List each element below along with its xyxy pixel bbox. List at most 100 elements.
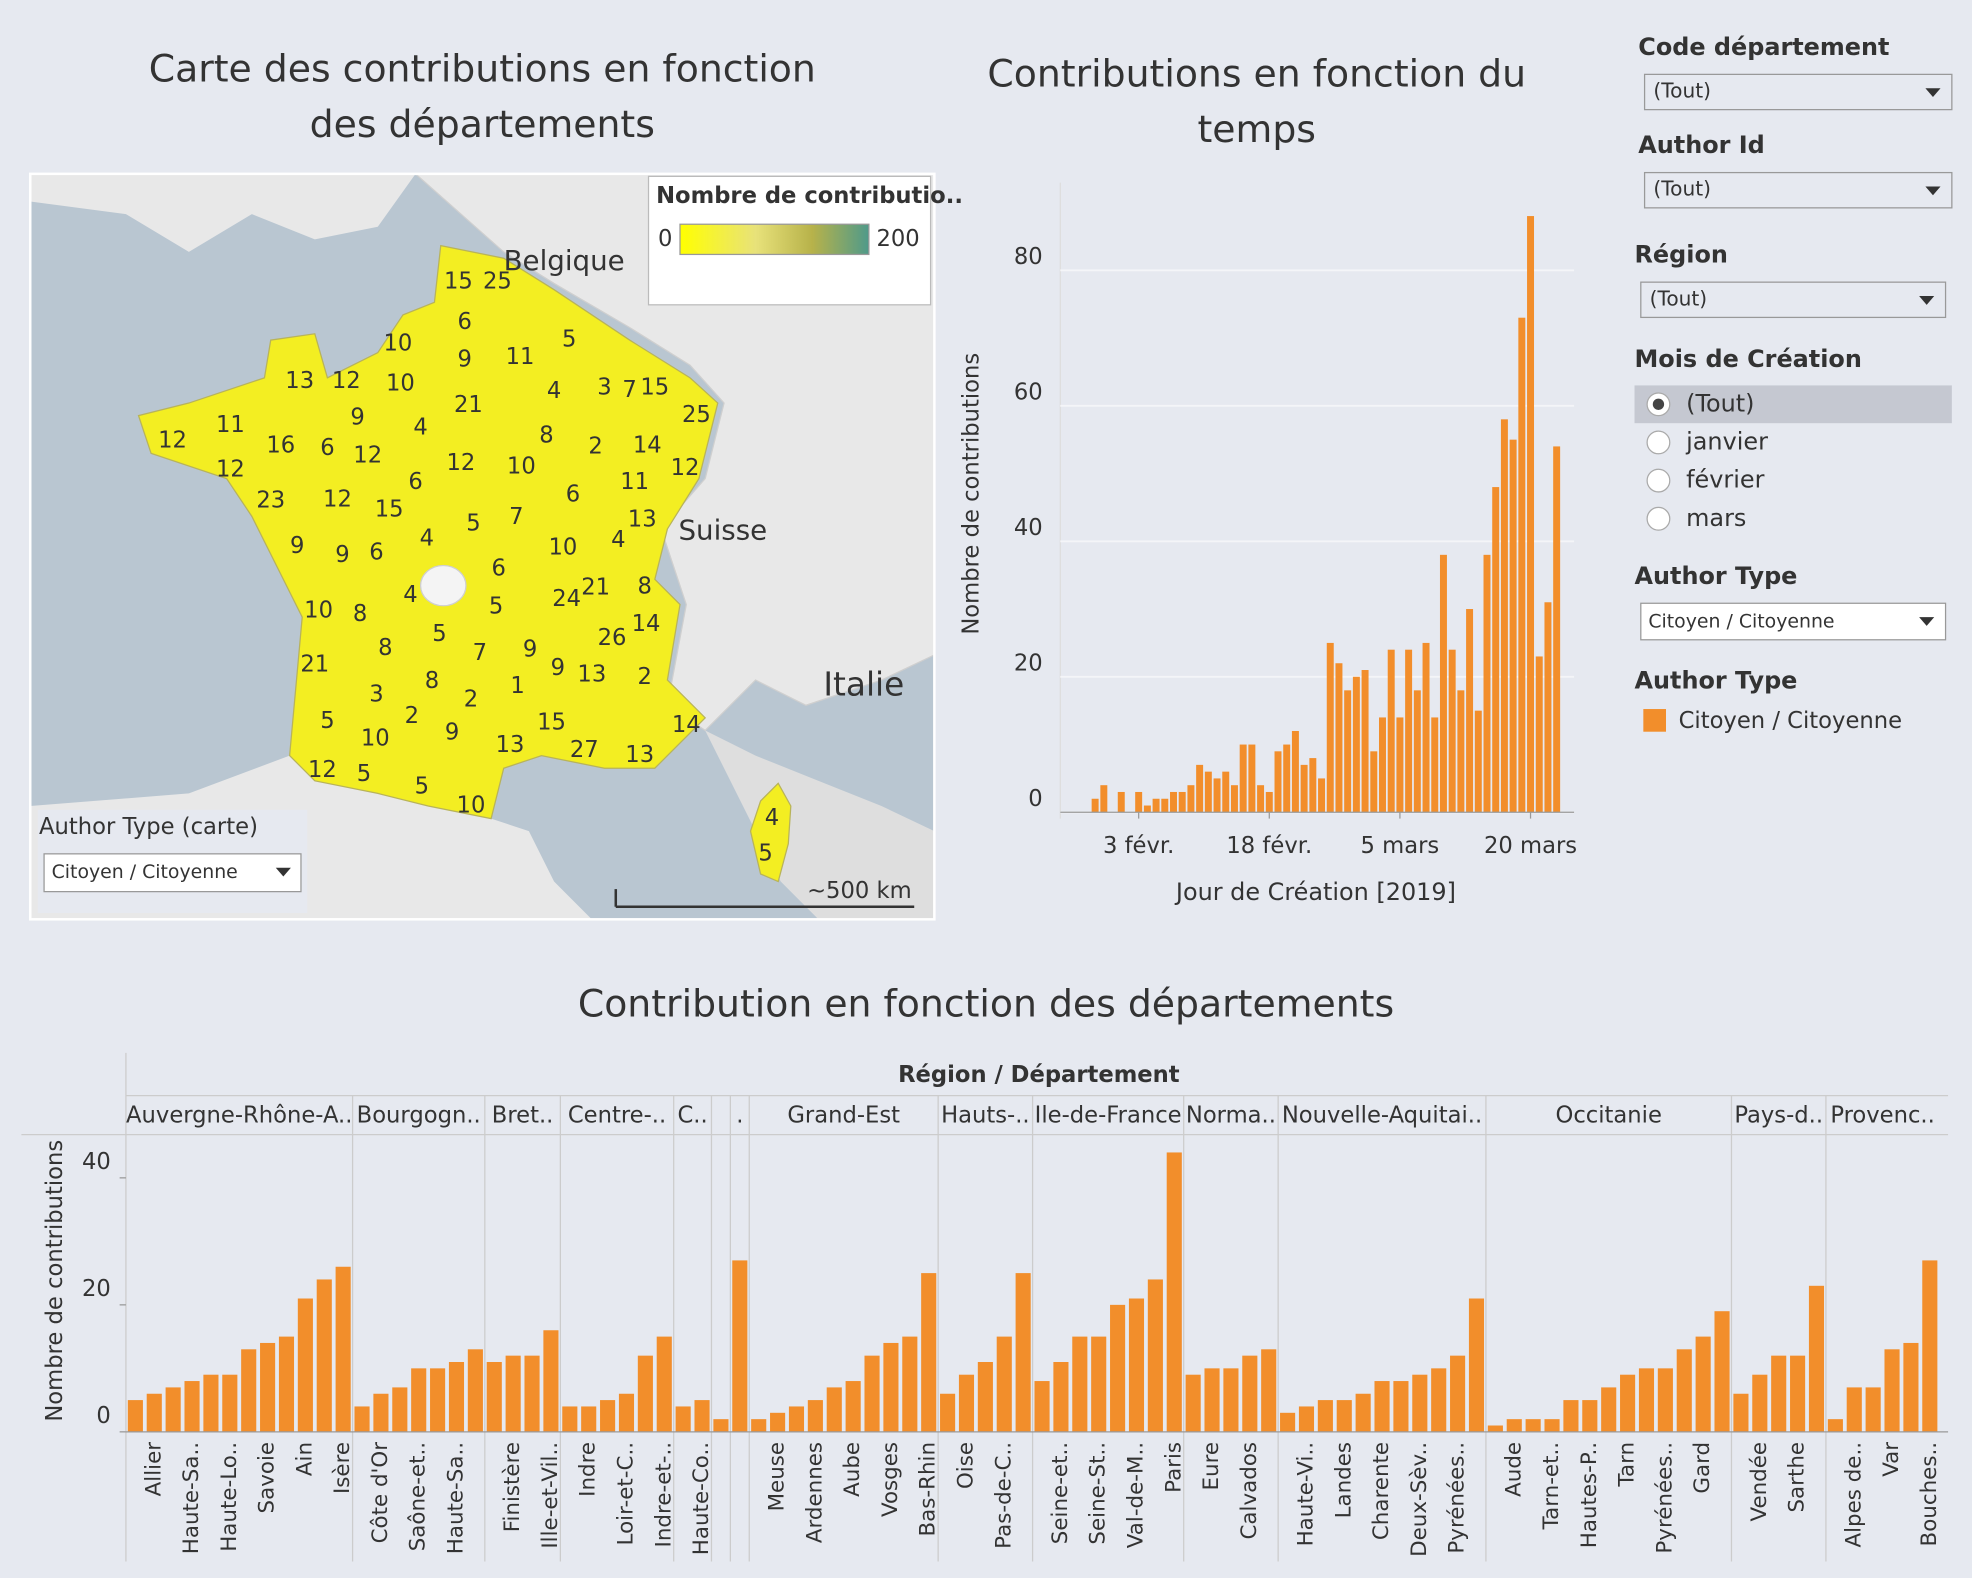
y-tick-label: 0: [96, 1403, 110, 1429]
filter-dropdown[interactable]: [1643, 73, 1953, 111]
legend-max: 200: [876, 226, 919, 252]
bar: [1091, 798, 1099, 813]
map-value-label: 5: [489, 594, 503, 620]
region-label: Bret..: [492, 1102, 554, 1128]
bar: [278, 1336, 295, 1432]
filter-dropdown[interactable]: [1643, 171, 1953, 209]
bar: [1457, 690, 1465, 813]
bar: [1695, 1336, 1711, 1432]
bar: [1239, 744, 1247, 813]
filter-label: Code département: [1638, 33, 1889, 61]
x-tick-label: Sarthe: [1785, 1442, 1810, 1513]
bar: [656, 1336, 672, 1432]
bar: [1361, 670, 1369, 813]
filter-value: (Tout): [1653, 177, 1711, 201]
bar: [1544, 602, 1552, 813]
x-tick-label: Indre-et-..: [651, 1442, 676, 1548]
filter-value: (Tout): [1650, 286, 1708, 310]
map-value-label: 7: [509, 504, 523, 530]
radio-button[interactable]: [1646, 468, 1671, 493]
map-value-label: 4: [765, 805, 779, 831]
map-value-label: 13: [496, 732, 525, 758]
map-value-label: 10: [457, 793, 486, 819]
bar: [241, 1349, 257, 1432]
bar: [1265, 791, 1273, 813]
bar: [1317, 1400, 1333, 1432]
author-filter-dropdown[interactable]: [1640, 602, 1947, 641]
x-tick-label: Isère: [330, 1442, 355, 1494]
bar: [1242, 1355, 1258, 1432]
bar: [1223, 1368, 1239, 1432]
bar: [1771, 1355, 1787, 1432]
place-label: Belgique: [504, 244, 625, 277]
y-tick-label: 40: [1014, 515, 1043, 541]
bar: [165, 1387, 181, 1432]
bar: [1387, 649, 1395, 813]
x-tick-label: Haute-Co..: [689, 1442, 714, 1555]
bar: [1213, 778, 1221, 813]
bar: [1072, 1336, 1088, 1432]
bar: [1222, 771, 1230, 813]
bar: [1318, 778, 1326, 813]
map-value-label: 5: [357, 761, 371, 787]
bar: [1714, 1311, 1730, 1432]
bar: [1374, 1381, 1390, 1432]
bar: [732, 1260, 748, 1432]
map-value-label: 4: [403, 582, 417, 608]
bar: [902, 1336, 918, 1432]
bar: [1422, 642, 1430, 813]
map-value-label: 13: [628, 507, 657, 533]
x-tick-label: 5 mars: [1361, 833, 1440, 859]
bar: [146, 1393, 162, 1432]
x-tick-label: Bouches..: [1917, 1442, 1942, 1547]
bar: [1204, 771, 1212, 813]
bar: [467, 1349, 483, 1432]
x-tick-label: Vosges: [878, 1442, 903, 1517]
x-tick-label: Haute-Sa..: [179, 1442, 204, 1554]
map-value-label: 12: [332, 368, 361, 394]
bar: [940, 1393, 956, 1432]
dept-header: Région / Département: [898, 1062, 1180, 1088]
month-option: janvier: [1685, 427, 1768, 455]
bar: [1152, 798, 1160, 813]
x-tick-label: Oise: [953, 1442, 978, 1489]
map-value-label: 25: [483, 269, 512, 295]
dropdown-arrow: [1925, 186, 1941, 196]
bar: [1178, 791, 1186, 813]
bar: [316, 1279, 332, 1432]
x-tick-label: Landes: [1331, 1442, 1356, 1518]
dropdown-arrow: [1919, 617, 1935, 626]
bar: [921, 1273, 937, 1432]
bar: [1143, 805, 1151, 813]
map-value-label: 16: [266, 432, 295, 458]
bar: [1827, 1419, 1843, 1432]
x-tick-label: Aube: [840, 1442, 865, 1497]
map-value-label: 6: [491, 556, 505, 582]
x-tick-label: Savoie: [255, 1442, 280, 1514]
map-value-label: 15: [640, 374, 669, 400]
map-filter-dropdown[interactable]: [43, 853, 302, 893]
map-value-label: 1: [510, 673, 524, 699]
x-tick-label: Meuse: [765, 1442, 790, 1511]
bar: [1204, 1368, 1220, 1432]
bar: [788, 1406, 805, 1432]
corsica: [749, 782, 792, 883]
map-value-label: 21: [454, 392, 483, 418]
bar: [1326, 642, 1334, 813]
bar: [1733, 1393, 1749, 1432]
x-tick-label: Alpes de..: [1841, 1442, 1866, 1548]
region-label: Pays-d..: [1734, 1102, 1823, 1128]
radio-button[interactable]: [1646, 506, 1671, 531]
x-tick-label: Ille-et-Vil..: [538, 1442, 563, 1549]
y-tick-label: 40: [82, 1149, 111, 1175]
bar: [1355, 1393, 1371, 1432]
bar: [1015, 1273, 1031, 1432]
bar: [1298, 1406, 1315, 1432]
map-value-label: 5: [758, 840, 772, 866]
bar: [392, 1387, 408, 1432]
radio-button[interactable]: [1646, 430, 1671, 455]
map-value-label: 11: [620, 469, 649, 495]
filter-dropdown[interactable]: [1640, 281, 1947, 319]
map-value-label: 14: [632, 611, 661, 637]
bar: [1396, 717, 1404, 813]
